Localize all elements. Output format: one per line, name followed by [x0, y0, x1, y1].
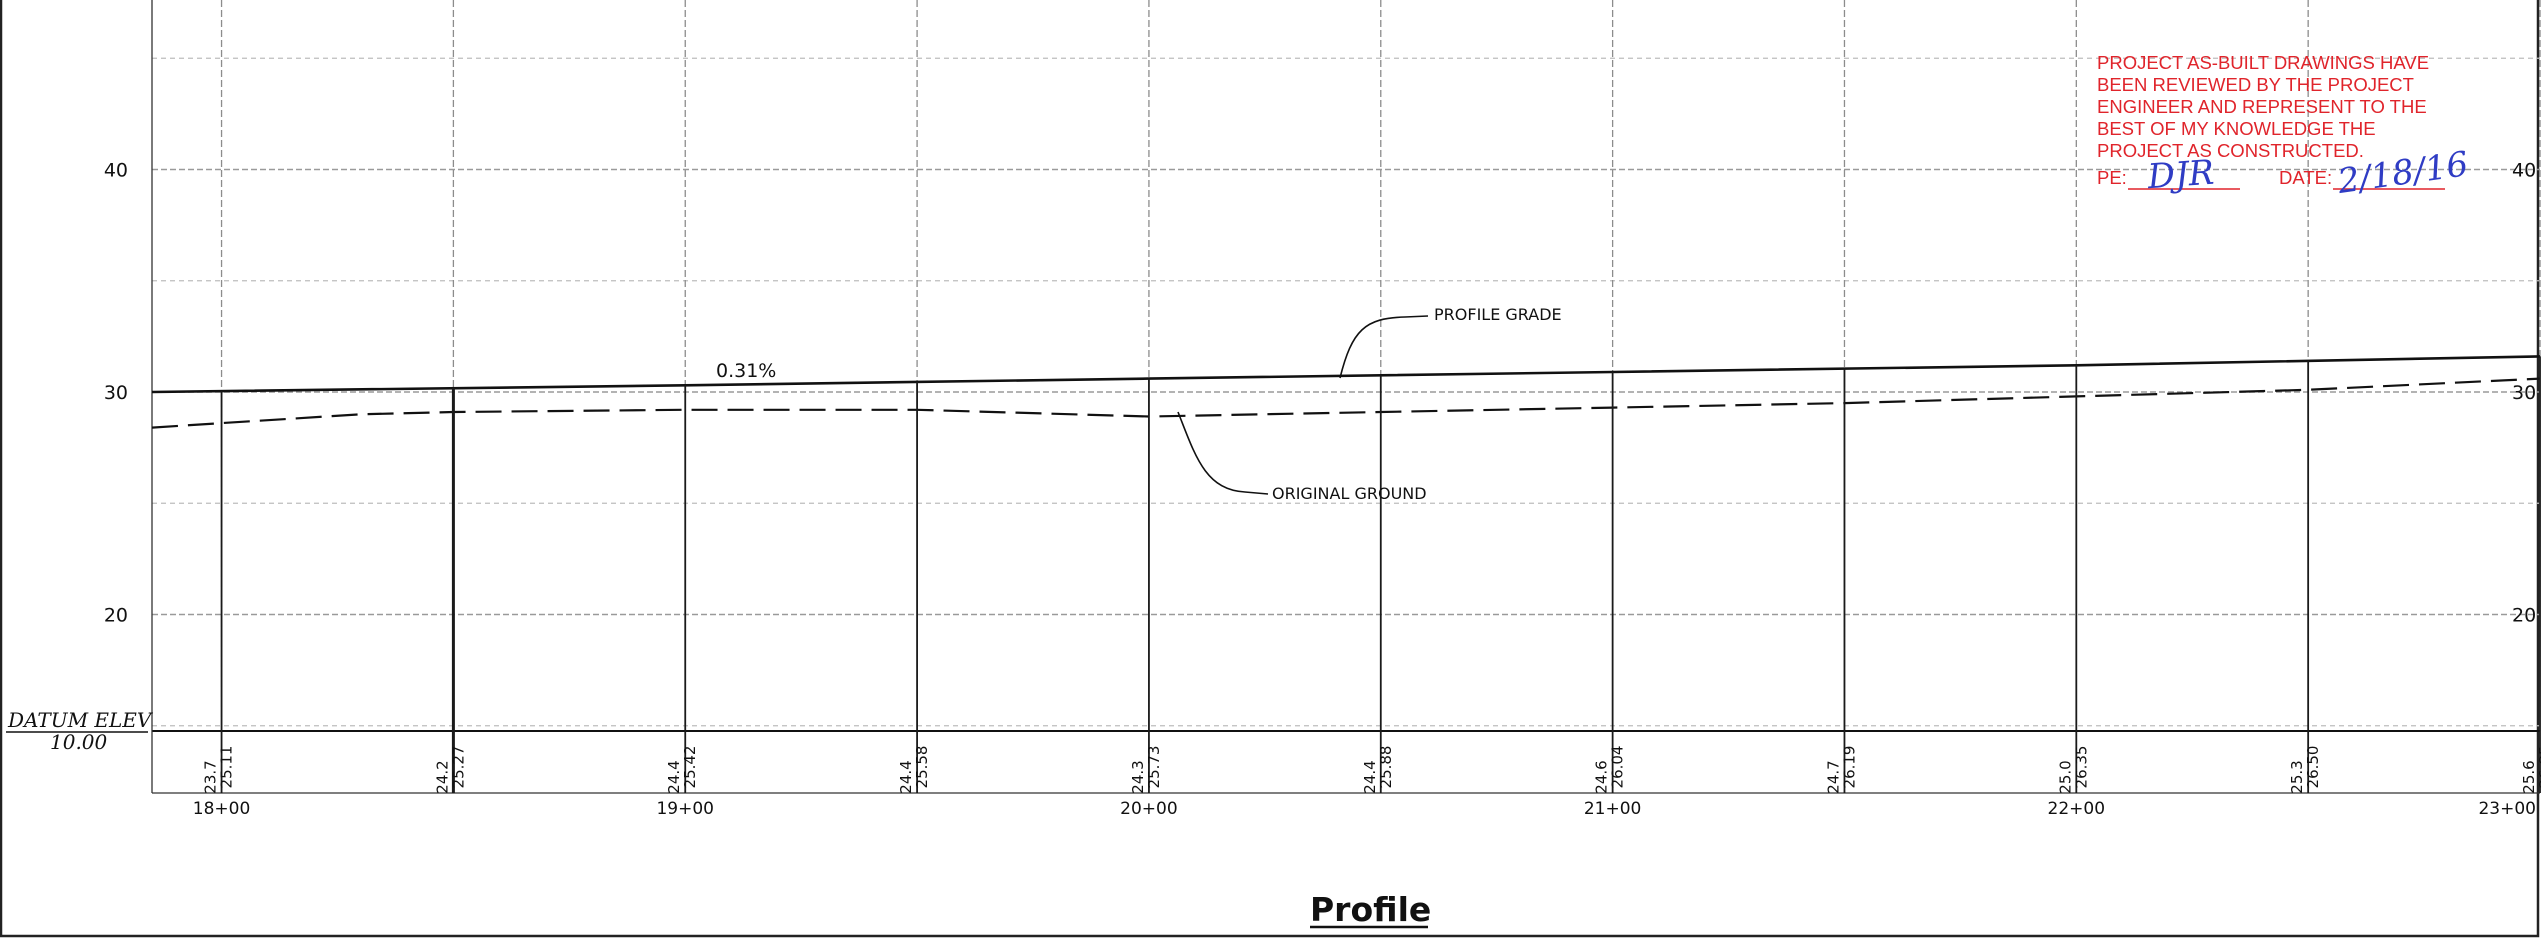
elevation-label-pair: 24.425.88 [1361, 746, 1395, 794]
stamp-line-1: PROJECT AS-BUILT DRAWINGS HAVE [2097, 52, 2429, 73]
proposed-elevation: 25.42 [681, 746, 699, 789]
elevation-label-pair: 25.026.35 [2056, 746, 2090, 794]
elevation-label-pair: 24.726.19 [1824, 746, 1858, 794]
axes: 20 20 30 30 40 40 18+00 19+00 20+00 21+00 22+00 23+… [104, 0, 2540, 819]
elevation-label-pair: 24.425.58 [897, 746, 931, 794]
existing-elevation: 23.7 [202, 760, 220, 793]
proposed-elevation: 26.35 [2072, 746, 2090, 789]
elevation-table: 23.725.11 24.225.27 24.425.42 24.425.58 24.3… [202, 356, 2541, 794]
proposed-elevation: 25.73 [1145, 746, 1163, 789]
profile-grade-label: PROFILE GRADE [1434, 305, 1562, 324]
y-tick-label-right: 20 [2512, 605, 2536, 627]
proposed-elevation: 26.85 [2536, 746, 2541, 789]
profile-grade-leader [1339, 315, 1429, 379]
x-tick-label: 20+00 [1120, 799, 1178, 819]
stamp-line-5: PROJECT AS CONSTRUCTED. [2097, 140, 2364, 161]
profile-grade-line [151, 355, 2541, 394]
original-ground-line [151, 377, 2541, 429]
drawing-title: Profile [1310, 890, 1431, 929]
datum-label: DATUM ELEV [7, 708, 154, 732]
existing-elevation: 24.4 [1361, 760, 1379, 793]
existing-elevation: 24.4 [897, 760, 915, 793]
x-tick-label: 18+00 [193, 799, 251, 819]
stamp-date-label: DATE: [2279, 167, 2332, 188]
proposed-elevation: 25.58 [913, 746, 931, 789]
existing-elevation: 24.7 [1824, 760, 1842, 793]
original-ground-leader [1177, 411, 1269, 495]
elevation-label-pair: 25.626.85 [2520, 746, 2541, 794]
elevation-label-pair: 24.425.42 [665, 746, 699, 794]
elevation-label-pair: 25.326.50 [2288, 746, 2322, 794]
elevation-label-pair: 24.626.04 [1593, 746, 1627, 794]
elevation-label-pair: 24.225.27 [433, 746, 467, 794]
existing-elevation: 25.3 [2288, 760, 2306, 793]
proposed-elevation: 26.19 [1840, 746, 1858, 789]
grade-label: 0.31% [716, 360, 776, 382]
stamp-line-3: ENGINEER AND REPRESENT TO THE [2097, 96, 2427, 117]
proposed-elevation: 26.50 [2304, 746, 2322, 789]
stamp-line-2: BEEN REVIEWED BY THE PROJECT [2097, 74, 2414, 95]
x-tick-label: 19+00 [656, 799, 714, 819]
y-tick-label-left: 30 [104, 382, 128, 404]
existing-elevation: 25.0 [2056, 760, 2074, 793]
x-tick-label: 21+00 [1584, 799, 1642, 819]
proposed-elevation: 26.04 [1609, 746, 1627, 789]
datum-value: 10.00 [50, 730, 108, 754]
x-tick-label: 22+00 [2048, 799, 2106, 819]
y-tick-label-left: 40 [104, 160, 128, 182]
y-tick-label-left: 20 [104, 605, 128, 627]
existing-elevation: 24.4 [665, 760, 683, 793]
existing-elevation: 25.6 [2520, 760, 2538, 793]
elevation-label-pair: 23.725.11 [202, 746, 236, 794]
proposed-elevation: 25.88 [1377, 746, 1395, 789]
pe-signature: DJR [2145, 153, 2215, 198]
elevation-label-pair: 24.325.73 [1129, 746, 1163, 794]
stamp-line-4: BEST OF MY KNOWLEDGE THE [2097, 118, 2376, 139]
x-tick-label: 23+00 [2478, 799, 2536, 819]
existing-elevation: 24.6 [1593, 760, 1611, 793]
existing-elevation: 24.2 [433, 760, 451, 793]
y-tick-label-right: 30 [2512, 382, 2536, 404]
as-built-stamp: PROJECT AS-BUILT DRAWINGS HAVE BEEN REVI… [2097, 52, 2471, 202]
existing-elevation: 24.3 [1129, 760, 1147, 793]
proposed-elevation: 25.27 [449, 746, 467, 789]
y-tick-label-right: 40 [2512, 160, 2536, 182]
original-ground-label: ORIGINAL GROUND [1272, 484, 1427, 503]
stamp-pe-label: PE: [2097, 167, 2127, 188]
proposed-elevation: 25.11 [218, 746, 236, 789]
